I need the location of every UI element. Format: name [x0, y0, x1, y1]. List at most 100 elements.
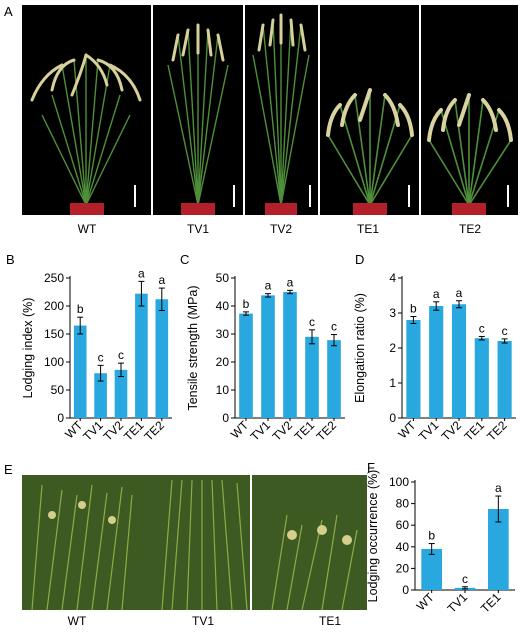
category-label-wt: WT	[228, 418, 252, 442]
y-tick-label: 4	[389, 271, 396, 285]
category-label-tv2: TV2	[439, 418, 465, 444]
chart-elongation-ratio: D 0 1 2 3 4 Elongation ratio (%) b WT a TV1 a TV2 c TE…	[353, 252, 516, 444]
bar-te2	[327, 340, 341, 418]
bar-te1	[135, 293, 148, 418]
plant-photo-tv2	[245, 5, 318, 215]
y-tick-label: 40	[396, 540, 410, 554]
category-label-te1: TE1	[478, 590, 504, 616]
significance-letter: c	[98, 350, 104, 364]
plant-photo-te2	[421, 5, 518, 215]
bar-tv2	[451, 304, 467, 418]
plant-label-wt: WT	[77, 222, 97, 236]
bar-tv1	[261, 295, 275, 418]
category-label-tv2: TV2	[270, 418, 296, 444]
plant-photo-te1	[320, 5, 419, 215]
significance-letter: a	[265, 279, 272, 293]
bar-te1	[488, 509, 509, 590]
significance-letter: a	[456, 286, 463, 300]
bar-wt	[406, 320, 421, 418]
significance-letter: a	[138, 266, 145, 280]
significance-letter: c	[309, 315, 315, 329]
significance-letter: b	[243, 297, 250, 311]
y-tick-label: 10	[216, 383, 230, 397]
category-label-tv1: TV1	[80, 418, 106, 444]
bar-te2	[497, 341, 512, 418]
y-tick-label: 30	[216, 327, 230, 341]
category-label-te2: TE2	[484, 418, 510, 444]
chart-lodging-index: B 0 50 100 150 200 250 Lodging index (%) b WT c TV1…	[6, 252, 172, 444]
category-label-tv1: TV1	[445, 590, 471, 616]
category-label-wt: WT	[62, 418, 86, 442]
y-tick-label: 0	[222, 411, 229, 425]
plant-label-tv2: TV2	[269, 222, 292, 236]
y-axis-label: Lodging index (%)	[21, 298, 35, 399]
category-label-te1: TE1	[121, 418, 147, 444]
bar-wt	[239, 313, 253, 418]
significance-letter: c	[502, 324, 508, 338]
plant-photo-wt	[22, 5, 151, 215]
y-tick-label: 50	[51, 383, 65, 397]
chart-tensile-strength: C 0 10 20 30 40 50 Tensile strength (MPa) b WT a TV…	[180, 252, 345, 444]
panel-letter-c: C	[180, 252, 189, 267]
significance-letter: b	[77, 302, 84, 316]
significance-letter: b	[428, 529, 435, 543]
category-label-te2: TE2	[314, 418, 340, 444]
y-axis-label: Tensile strength (MPa)	[186, 285, 200, 410]
bar-te1	[474, 338, 489, 418]
y-axis-label: Elongation ratio (%)	[353, 293, 367, 403]
y-tick-label: 150	[44, 327, 64, 341]
bar-tv2	[114, 369, 128, 418]
significance-letter: a	[287, 275, 294, 289]
y-tick-label: 1	[389, 376, 396, 390]
y-tick-label: 0	[389, 411, 396, 425]
bar-tv1	[429, 306, 444, 418]
bar-wt	[73, 325, 87, 418]
significance-letter: c	[479, 321, 485, 335]
plant-label-tv1: TV1	[186, 222, 209, 236]
y-tick-label: 0	[57, 411, 64, 425]
category-label-tv2: TV2	[101, 418, 127, 444]
y-tick-label: 2	[389, 341, 396, 355]
bar-te2	[155, 299, 169, 418]
significance-letter: a	[158, 273, 165, 287]
field-photo	[22, 475, 367, 610]
significance-letter: b	[410, 302, 417, 316]
bar-te1	[305, 336, 319, 418]
category-label-wt: WT	[395, 418, 419, 442]
panel-letter-d: D	[355, 252, 364, 267]
category-label-tv1: TV1	[248, 418, 274, 444]
significance-letter: c	[118, 348, 124, 362]
significance-letter: c	[462, 572, 468, 586]
y-tick-label: 50	[216, 271, 230, 285]
plant-photo-tv1	[153, 5, 243, 215]
y-tick-label: 20	[216, 355, 230, 369]
category-label-tv1: TV1	[416, 418, 442, 444]
y-tick-label: 100	[44, 355, 64, 369]
bar-tv2	[283, 292, 297, 418]
significance-letter: a	[495, 481, 502, 495]
y-tick-label: 20	[396, 561, 410, 575]
panel-letter-f: F	[367, 460, 375, 475]
category-label-te2: TE2	[141, 418, 167, 444]
category-label-wt: WT	[414, 590, 438, 614]
panel-letter-e: E	[4, 462, 13, 477]
field-label-te1: TE1	[318, 614, 341, 628]
y-tick-label: 60	[396, 518, 410, 532]
plant-label-te1: TE1	[356, 222, 379, 236]
significance-letter: c	[331, 320, 337, 334]
y-tick-label: 250	[44, 271, 64, 285]
significance-letter: a	[433, 287, 440, 301]
panel-letter-a: A	[4, 4, 13, 19]
plant-label-te2: TE2	[458, 222, 481, 236]
chart-lodging-occurrence: F 0 20 40 60 80 100 Lodging occurrence (%) b WT cT…	[366, 460, 515, 616]
bar-tv1	[94, 373, 107, 418]
y-tick-label: 0	[402, 583, 409, 597]
y-tick-label: 100	[389, 475, 409, 489]
y-tick-label: 40	[216, 299, 230, 313]
y-tick-label: 200	[44, 299, 64, 313]
y-tick-label: 80	[396, 497, 410, 511]
y-axis-label: Lodging occurrence (%)	[366, 470, 380, 603]
field-label-wt: WT	[67, 614, 87, 628]
panel-letter-b: B	[6, 252, 15, 267]
y-tick-label: 3	[389, 306, 396, 320]
